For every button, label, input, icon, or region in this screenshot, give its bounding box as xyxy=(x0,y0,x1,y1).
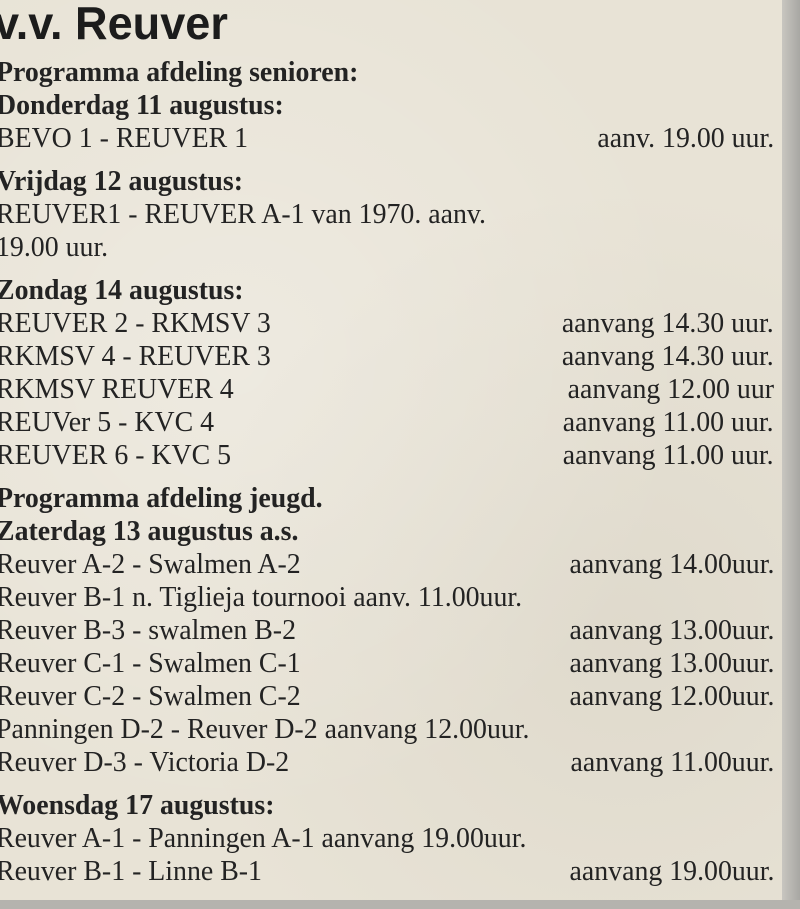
match-teams: Reuver A-2 - Swalmen A-2 xyxy=(0,548,301,580)
match-line: 19.00 uur. xyxy=(0,231,782,265)
kickoff-time: aanvang 11.00uur. xyxy=(570,746,774,778)
match-line: RKMSV 4 - REUVER 3 aanvang 14.30 uur. xyxy=(0,340,782,374)
match-teams: REUVER 6 - KVC 5 xyxy=(0,439,232,471)
section-heading: Vrijdag 12 augustus: xyxy=(0,165,782,199)
match-teams: Reuver B-1 - Linne B-1 xyxy=(0,855,262,887)
section-heading: Programma afdeling senioren: xyxy=(0,56,782,90)
kickoff-time: aanvang 14.00uur. xyxy=(569,548,774,580)
match-teams: Panningen D-2 - Reuver D-2 aanvang 12.00… xyxy=(0,713,530,745)
match-teams: Zondag 14 augustus: xyxy=(0,274,244,306)
match-teams: 19.00 uur. xyxy=(0,231,109,263)
section-heading: Programma afdeling jeugd. xyxy=(0,482,782,516)
match-teams: Programma afdeling senioren: xyxy=(0,56,359,88)
match-line: REUVER 2 - RKMSV 3 aanvang 14.30 uur. xyxy=(0,307,782,341)
match-line: Reuver C-1 - Swalmen C-1 aanvang 13.00uur… xyxy=(0,647,782,681)
match-teams: Reuver C-1 - Swalmen C-1 xyxy=(0,647,301,679)
section-heading: Donderdag 11 augustus: xyxy=(0,89,782,123)
match-teams: Woensdag 17 augustus: xyxy=(0,789,275,821)
match-line: Reuver B-1 n. Tiglieja tournooi aanv. 11… xyxy=(0,581,782,615)
scan-bottom-edge xyxy=(0,900,800,909)
match-teams: BEVO 1 - REUVER 1 xyxy=(0,122,249,154)
kickoff-time: aanv. 19.00 uur. xyxy=(597,122,774,154)
kickoff-time: aanvang 12.00 uur xyxy=(567,373,774,405)
match-teams: Reuver A-1 - Panningen A-1 aanvang 19.00… xyxy=(0,822,527,854)
match-teams: Zaterdag 13 augustus a.s. xyxy=(0,515,299,547)
match-teams: Reuver B-1 n. Tiglieja tournooi aanv. 11… xyxy=(0,581,523,613)
match-teams: Reuver B-3 - swalmen B-2 xyxy=(0,614,296,646)
kickoff-time: aanvang 19.00uur. xyxy=(569,855,774,887)
match-teams: Reuver C-2 - Swalmen C-2 xyxy=(0,680,301,712)
match-teams: RKMSV 4 - REUVER 3 xyxy=(0,340,271,372)
match-line: Reuver B-3 - swalmen B-2 aanvang 13.00uur… xyxy=(0,614,782,648)
kickoff-time: aanvang 13.00uur. xyxy=(569,614,774,646)
match-teams: Vrijdag 12 augustus: xyxy=(0,165,243,197)
match-line: Panningen D-2 - Reuver D-2 aanvang 12.00… xyxy=(0,713,782,747)
match-line: Reuver A-2 - Swalmen A-2 aanvang 14.00uur… xyxy=(0,548,782,582)
club-title: v.v. Reuver xyxy=(0,0,228,49)
match-line: REUVER 6 - KVC 5 aanvang 11.00 uur. xyxy=(0,439,782,473)
match-teams: Reuver D-3 - Victoria D-2 xyxy=(0,746,290,778)
match-teams: REUVER 2 - RKMSV 3 xyxy=(0,307,271,339)
kickoff-time: aanvang 11.00 uur. xyxy=(563,406,774,438)
scan-edge xyxy=(782,0,800,909)
match-line: Reuver B-1 - Linne B-1 aanvang 19.00uur. xyxy=(0,855,782,889)
match-line: BEVO 1 - REUVER 1 aanv. 19.00 uur. xyxy=(0,122,782,156)
match-line: RKMSV REUVER 4 aanvang 12.00 uur xyxy=(0,373,782,407)
match-teams: REUVer 5 - KVC 4 xyxy=(0,406,215,438)
match-line: Reuver C-2 - Swalmen C-2 aanvang 12.00uur… xyxy=(0,680,782,714)
kickoff-time: aanvang 14.30 uur. xyxy=(562,340,774,372)
match-teams: RKMSV REUVER 4 xyxy=(0,373,234,405)
kickoff-time: aanvang 13.00uur. xyxy=(569,647,774,679)
match-line: Reuver A-1 - Panningen A-1 aanvang 19.00… xyxy=(0,822,782,856)
newspaper-clipping: v.v. Reuver Programma afdeling senioren:… xyxy=(0,0,782,900)
kickoff-time: aanvang 14.30 uur. xyxy=(562,307,774,339)
kickoff-time: aanvang 12.00uur. xyxy=(569,680,774,712)
match-line: Reuver D-3 - Victoria D-2 aanvang 11.00uu… xyxy=(0,746,782,780)
section-heading: Zaterdag 13 augustus a.s. xyxy=(0,515,782,549)
match-teams: REUVER1 - REUVER A-1 van 1970. aanv. xyxy=(0,198,486,230)
match-line: REUVer 5 - KVC 4 aanvang 11.00 uur. xyxy=(0,406,782,440)
section-heading: Woensdag 17 augustus: xyxy=(0,789,782,823)
match-teams: Donderdag 11 augustus: xyxy=(0,89,284,121)
match-teams: Programma afdeling jeugd. xyxy=(0,482,323,514)
match-line: REUVER1 - REUVER A-1 van 1970. aanv. xyxy=(0,198,782,232)
section-heading: Zondag 14 augustus: xyxy=(0,274,782,308)
kickoff-time: aanvang 11.00 uur. xyxy=(563,439,774,471)
